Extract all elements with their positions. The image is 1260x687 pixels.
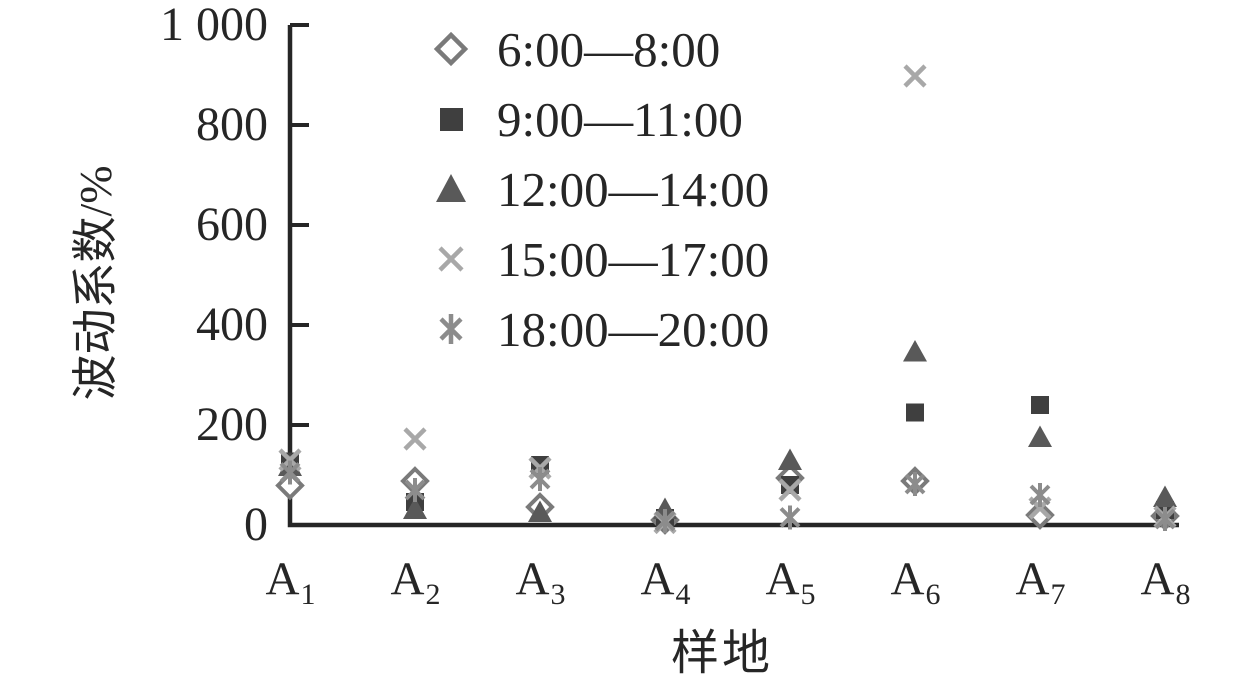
x-data-point bbox=[903, 64, 927, 88]
x-tick-label: A3 bbox=[515, 553, 566, 611]
legend-label: 9:00—11:00 bbox=[497, 91, 743, 147]
x-tick-label: A6 bbox=[890, 553, 941, 611]
x-data-point bbox=[778, 478, 802, 502]
x-tick-label: A1 bbox=[265, 553, 316, 611]
y-axis-title: 波动系数/% bbox=[70, 165, 121, 401]
axis-lines bbox=[287, 25, 1179, 528]
legend-label: 15:00—17:00 bbox=[497, 231, 770, 287]
triangle-filled-data-point bbox=[1028, 425, 1052, 447]
x-icon bbox=[438, 246, 464, 272]
triangle-filled-data-point bbox=[403, 497, 427, 519]
y-tick-label: 0 bbox=[244, 498, 268, 551]
asterisk-data-point bbox=[654, 509, 676, 533]
triangle-filled-data-point bbox=[778, 448, 802, 470]
triangle-icon bbox=[436, 174, 466, 202]
legend-label: 18:00—20:00 bbox=[497, 301, 770, 357]
y-tick-label: 800 bbox=[196, 98, 268, 151]
x-tick-label: A4 bbox=[640, 553, 691, 611]
asterisk-data-point bbox=[404, 478, 426, 502]
square-filled-data-point bbox=[1031, 396, 1049, 414]
square-filled-data-point bbox=[906, 403, 924, 422]
legend-label: 6:00—8:00 bbox=[497, 21, 721, 77]
x-data-point bbox=[403, 427, 427, 451]
y-tick-label: 600 bbox=[196, 198, 268, 251]
triangle-filled-data-point bbox=[903, 340, 927, 362]
x-tick-label: A5 bbox=[765, 553, 816, 611]
asterisk-data-point bbox=[279, 460, 301, 485]
legend-item: 9:00—11:00 bbox=[432, 84, 769, 154]
asterisk-data-point bbox=[904, 472, 926, 496]
asterisk-data-point bbox=[1154, 507, 1176, 531]
diamond-open-data-point bbox=[1025, 500, 1055, 530]
triangle-filled-data-point bbox=[528, 500, 552, 522]
asterisk-icon bbox=[439, 314, 463, 344]
legend-item: 12:00—14:00 bbox=[432, 154, 769, 224]
y-tick-label: 1 000 bbox=[160, 0, 268, 51]
x-tick-label: A7 bbox=[1015, 553, 1066, 611]
y-tick-label: 200 bbox=[196, 398, 268, 451]
legend-item: 6:00—8:00 bbox=[432, 14, 769, 84]
legend-item: 18:00—20:00 bbox=[432, 294, 769, 364]
x-tick-label: A8 bbox=[1140, 553, 1191, 611]
legend-label: 12:00—14:00 bbox=[497, 161, 770, 217]
legend-item: 15:00—17:00 bbox=[432, 224, 769, 294]
x-axis-title: 样地 bbox=[670, 627, 774, 680]
asterisk-data-point bbox=[1029, 483, 1051, 507]
asterisk-data-point bbox=[529, 467, 551, 491]
diamond-icon bbox=[433, 31, 469, 67]
square-filled-data-point bbox=[781, 476, 799, 494]
asterisk-data-point bbox=[779, 505, 801, 530]
legend: 6:00—8:00 9:00—11:00 12:00—14:00 15:00—17:0… bbox=[432, 14, 769, 364]
square-icon bbox=[440, 108, 463, 131]
y-tick-label: 400 bbox=[196, 298, 268, 351]
triangle-filled-data-point bbox=[1153, 485, 1177, 507]
x-tick-label: A2 bbox=[390, 553, 441, 611]
